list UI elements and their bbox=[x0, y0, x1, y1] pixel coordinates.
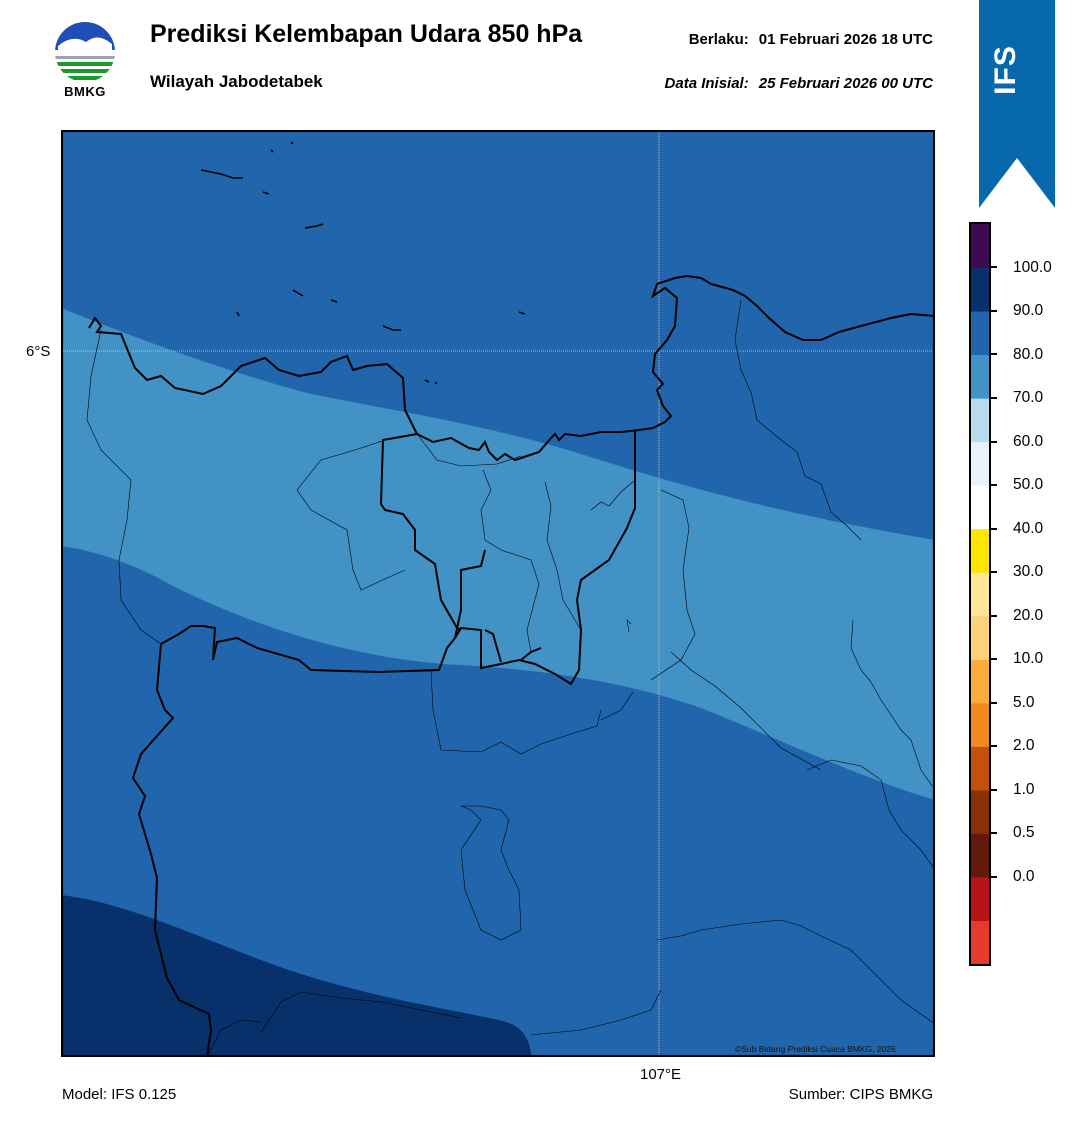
valid-value: 01 Februari 2026 18 UTC bbox=[758, 31, 933, 48]
page-title: Prediksi Kelembapan Udara 850 hPa bbox=[150, 20, 583, 48]
thousand-islands bbox=[200, 141, 526, 385]
valid-time: Berlaku: 01 Februari 2026 18 UTC bbox=[689, 31, 933, 48]
init-label: Data Inisial: bbox=[664, 75, 749, 92]
colorbar-tick: 50.0 bbox=[991, 475, 1043, 495]
logo-text: BMKG bbox=[64, 84, 106, 99]
colorbar-tick: 70.0 bbox=[991, 388, 1043, 408]
colorbar-segment bbox=[970, 702, 990, 747]
colorbar-segment bbox=[970, 920, 990, 965]
map-svg bbox=[61, 130, 935, 1057]
colorbar-segments bbox=[970, 224, 990, 965]
ifs-badge bbox=[979, 0, 1055, 208]
jakarta-border bbox=[379, 433, 486, 639]
colorbar-tick: 90.0 bbox=[991, 301, 1043, 321]
colorbar-segment bbox=[970, 876, 990, 921]
init-value: 25 Februari 2026 00 UTC bbox=[758, 75, 933, 92]
colorbar-segment bbox=[970, 659, 990, 704]
colorbar-tick: 2.0 bbox=[991, 736, 1035, 756]
model-label: Model: IFS 0.125 bbox=[62, 1086, 177, 1103]
valid-label: Berlaku: bbox=[688, 31, 749, 48]
colorbar-tick: 80.0 bbox=[991, 345, 1043, 365]
source-label: Sumber: CIPS BMKG bbox=[788, 1086, 933, 1103]
colorbar-segment bbox=[970, 267, 990, 312]
colorbar-segment bbox=[970, 485, 990, 530]
bmkg-logo: BMKG bbox=[52, 20, 118, 102]
province-border bbox=[131, 430, 636, 1057]
colorbar-segment bbox=[970, 224, 990, 269]
colorbar-segment bbox=[970, 746, 990, 791]
lat-label: 6°S bbox=[26, 343, 51, 360]
coastline bbox=[88, 274, 935, 462]
humidity-map bbox=[61, 130, 935, 1057]
colorbar-segment bbox=[970, 789, 990, 834]
colorbar-frame bbox=[969, 222, 991, 966]
colorbar-tick: 10.0 bbox=[991, 649, 1043, 669]
colorbar bbox=[969, 222, 991, 966]
colorbar-ticks: 100.0 90.0 80.0 70.0 60.0 50.0 40.0 30.0… bbox=[991, 222, 1071, 966]
regency-borders bbox=[86, 299, 935, 1057]
colorbar-tick: 0.0 bbox=[991, 867, 1035, 887]
colorbar-segment bbox=[970, 311, 990, 356]
colorbar-segment bbox=[970, 615, 990, 660]
colorbar-tick: 0.5 bbox=[991, 823, 1035, 843]
colorbar-tick: 1.0 bbox=[991, 780, 1035, 800]
colorbar-segment bbox=[970, 398, 990, 443]
colorbar-tick: 60.0 bbox=[991, 432, 1043, 452]
colorbar-tick: 5.0 bbox=[991, 693, 1035, 713]
colorbar-segment bbox=[970, 441, 990, 486]
colorbar-tick: 30.0 bbox=[991, 562, 1043, 582]
colorbar-tick: 20.0 bbox=[991, 606, 1043, 626]
colorbar-segment bbox=[970, 354, 990, 399]
colorbar-segment bbox=[970, 572, 990, 617]
colorbar-tick: 100.0 bbox=[991, 258, 1052, 278]
colorbar-segment bbox=[970, 528, 990, 573]
map-frame bbox=[61, 130, 935, 1057]
ifs-badge-text: IFS bbox=[989, 45, 1022, 95]
init-time: Data Inisial: 25 Februari 2026 00 UTC bbox=[665, 75, 933, 92]
lon-label: 107°E bbox=[640, 1066, 682, 1083]
humidity-band-90-100 bbox=[61, 895, 531, 1057]
colorbar-segment bbox=[970, 833, 990, 878]
page-subtitle: Wilayah Jabodetabek bbox=[150, 72, 323, 91]
colorbar-tick: 40.0 bbox=[991, 519, 1043, 539]
humidity-band-70-80 bbox=[61, 308, 935, 800]
map-credit: ©Sub Bidang Prediksi Cuaca BMKG, 2026 bbox=[735, 1044, 896, 1054]
bmkg-logo-icon bbox=[55, 22, 115, 82]
